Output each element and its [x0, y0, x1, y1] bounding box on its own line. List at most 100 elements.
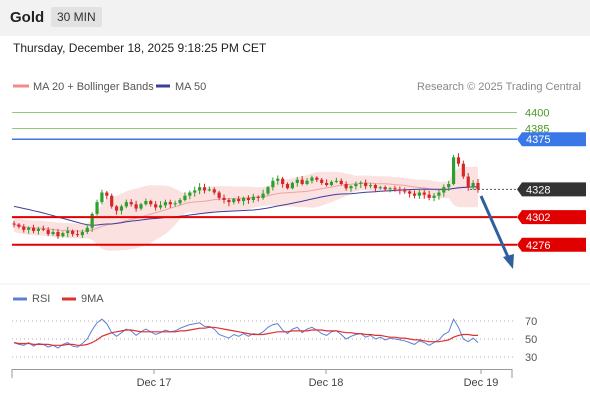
candle-body — [119, 206, 124, 211]
candle-body — [334, 180, 338, 182]
candle-body — [12, 223, 16, 225]
candle-body — [149, 201, 153, 205]
candle — [471, 180, 475, 190]
candles — [12, 153, 480, 239]
candle — [217, 190, 221, 201]
candle-body — [368, 185, 373, 187]
candle — [344, 181, 348, 191]
candle — [114, 205, 119, 215]
candle-body — [403, 190, 407, 192]
candle-body — [105, 192, 109, 196]
candle — [17, 223, 21, 229]
candle-body — [290, 182, 294, 189]
candle — [373, 183, 378, 193]
candle-body — [188, 192, 192, 196]
candle-body — [51, 232, 55, 235]
candle — [408, 190, 412, 198]
candle-body — [310, 177, 314, 181]
candle — [75, 230, 80, 237]
candle — [271, 177, 275, 191]
candle-body — [183, 195, 187, 200]
candle — [163, 199, 168, 208]
candle-body — [276, 178, 280, 181]
candle-body — [315, 177, 319, 180]
candle-body — [129, 202, 133, 205]
candle — [251, 193, 255, 203]
candle — [334, 177, 338, 184]
candle-body — [144, 201, 148, 205]
candle-body — [241, 197, 246, 202]
candle — [417, 188, 421, 199]
candle-body — [359, 182, 363, 184]
candle — [329, 180, 334, 187]
candle-body — [95, 202, 99, 214]
candle-body — [466, 176, 470, 188]
level-4385: 4385 — [12, 124, 549, 136]
level-tag — [517, 132, 586, 147]
candle — [412, 190, 417, 199]
candle — [324, 179, 329, 187]
candle — [51, 228, 55, 236]
candle — [149, 199, 153, 207]
candle-body — [31, 227, 36, 231]
candle-body — [80, 232, 84, 236]
candle-body — [75, 234, 80, 236]
candle — [261, 189, 265, 200]
candle — [22, 224, 26, 233]
candle-body — [256, 196, 260, 198]
level-4302: 4302 — [12, 210, 586, 225]
candle-body — [344, 184, 348, 189]
candle — [119, 204, 124, 215]
candle-body — [202, 187, 207, 191]
candle — [398, 186, 402, 195]
candle-body — [158, 205, 163, 208]
candle-body — [198, 187, 202, 191]
x-tick-label: Dec 17 — [137, 377, 172, 389]
candle — [383, 185, 387, 192]
candle-body — [324, 182, 329, 186]
candle-body — [432, 195, 436, 198]
candle — [90, 212, 94, 232]
candle — [320, 177, 324, 185]
candle — [154, 201, 158, 211]
candle-body — [388, 188, 392, 190]
candle — [139, 202, 143, 211]
candle — [36, 226, 41, 235]
candle-body — [261, 193, 265, 198]
candle — [158, 201, 163, 210]
level-label: 4400 — [525, 108, 549, 120]
candle-body — [193, 190, 197, 193]
x-tick-label: Dec 18 — [309, 377, 344, 389]
candle-body — [173, 203, 177, 205]
candle-body — [114, 206, 119, 211]
candle — [310, 175, 314, 184]
candle — [256, 195, 260, 202]
level-tag — [517, 210, 586, 225]
candle-body — [266, 187, 270, 194]
level-label: 4328 — [526, 184, 550, 196]
candle-body — [427, 194, 431, 198]
candle-body — [461, 163, 465, 177]
datetime-label: Thursday, December 18, 2025 9:18:25 PM C… — [13, 41, 267, 55]
ma20-legend-label: MA 20 + Bollinger Bands — [33, 81, 154, 93]
level-tag — [517, 182, 586, 197]
ma50-legend-swatch — [156, 84, 170, 88]
candle-body — [17, 224, 21, 227]
candle — [144, 198, 148, 206]
candle-body — [305, 180, 309, 184]
candle-body — [476, 182, 480, 190]
candle-body — [295, 179, 299, 183]
candle-body — [110, 195, 114, 207]
candle — [442, 184, 446, 197]
candle-body — [237, 198, 241, 202]
timeframe-badge[interactable]: 30 MIN — [51, 7, 102, 27]
ma20-legend-swatch — [13, 84, 29, 88]
candle-body — [378, 187, 382, 189]
candle-body — [364, 182, 368, 187]
candle-body — [383, 187, 387, 190]
candle — [427, 190, 431, 201]
level-4328: 4328 — [470, 182, 586, 197]
candle — [129, 199, 133, 207]
candle — [80, 229, 84, 239]
